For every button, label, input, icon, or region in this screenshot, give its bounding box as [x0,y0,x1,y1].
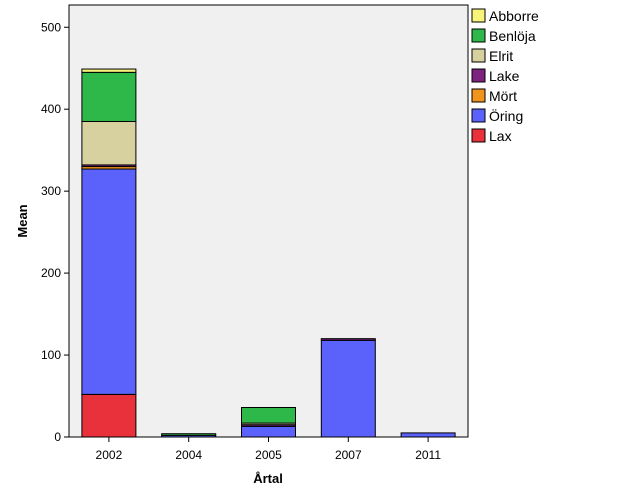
bar-segment-benlöja [241,406,296,424]
x-tick-label: 2002 [96,448,123,462]
x-tick-label: 2011 [415,448,441,462]
legend-swatch [471,8,486,23]
y-tick-label: 100 [41,348,61,362]
legend: Abborre Benlöja Elrit Lake Mört Öring Lax [471,8,539,144]
x-axis: 2002 2004 2005 2007 2011 [96,437,441,462]
legend-swatch [471,128,486,143]
y-tick-label: 0 [54,430,61,444]
y-tick-label: 200 [41,266,61,280]
bar-segment-lake [320,338,376,341]
y-axis-title: Mean [15,204,30,237]
x-axis-title: Årtal [253,471,283,486]
legend-label: Benlöja [489,28,536,44]
legend-label: Lake [489,68,520,84]
bar-segment-abborre [81,68,137,73]
legend-label: Öring [489,107,523,124]
legend-label: Elrit [489,48,513,64]
bar-segment-öring [320,339,376,438]
bar-segment-lax [81,393,137,438]
legend-label: Abborre [489,8,539,24]
bar-segment-elrit [81,120,137,166]
bar-segment-öring [81,168,137,395]
x-tick-label: 2007 [335,448,362,462]
bars [81,68,456,438]
legend-swatch [471,108,486,123]
y-tick-label: 500 [41,20,61,34]
legend-swatch [471,68,486,83]
y-tick-label: 300 [41,184,61,198]
legend-swatch [471,28,486,43]
y-axis: 0 100 200 300 400 500 [41,20,69,444]
x-tick-label: 2004 [175,448,202,462]
bar-segment-benlöja [81,71,137,122]
bar-segment-öring [241,425,296,438]
x-tick-label: 2005 [255,448,282,462]
legend-swatch [471,88,486,103]
bar-segment-öring [400,432,456,438]
bar-segment-benlöja [161,433,217,436]
legend-label: Mört [489,88,517,104]
legend-swatch [471,48,486,63]
legend-label: Lax [489,128,512,144]
y-tick-label: 400 [41,102,61,116]
